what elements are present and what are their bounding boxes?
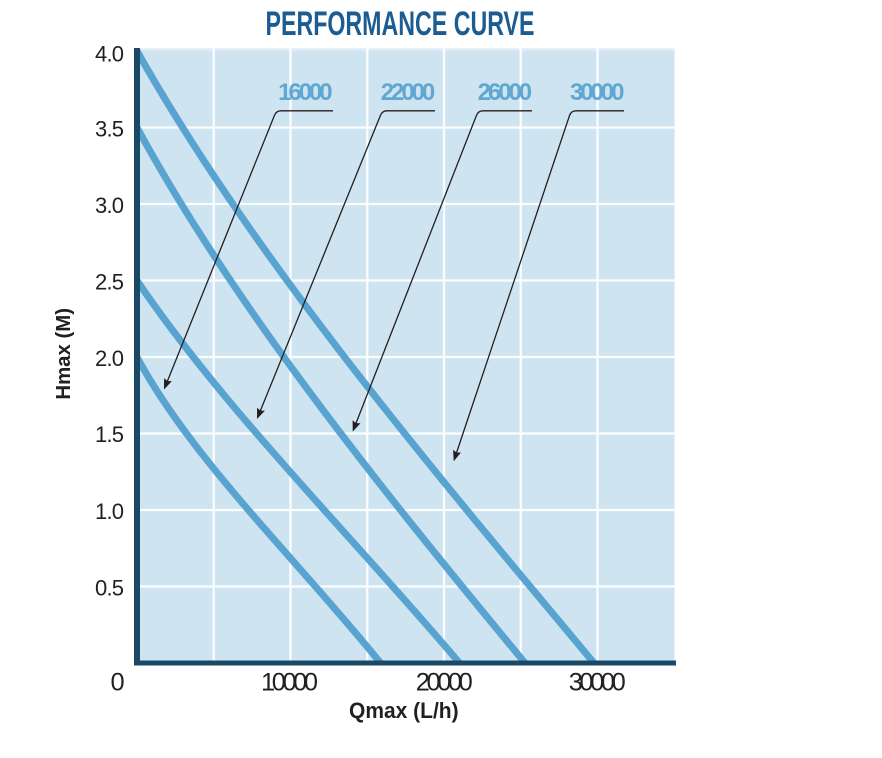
- svg-text:1.5: 1.5: [95, 422, 124, 447]
- svg-text:PERFORMANCE CURVE: PERFORMANCE CURVE: [266, 5, 535, 43]
- svg-text:Hmax (M): Hmax (M): [53, 308, 75, 400]
- svg-text:20000: 20000: [416, 669, 473, 697]
- svg-text:26000: 26000: [478, 79, 533, 106]
- svg-text:16000: 16000: [278, 79, 333, 106]
- svg-text:0.5: 0.5: [95, 576, 124, 601]
- svg-text:Qmax (L/h): Qmax (L/h): [349, 698, 459, 723]
- svg-text:30000: 30000: [570, 79, 625, 106]
- svg-text:10000: 10000: [261, 669, 318, 697]
- svg-text:2.5: 2.5: [95, 270, 124, 295]
- svg-text:4.0: 4.0: [95, 42, 124, 67]
- svg-text:3.0: 3.0: [95, 193, 124, 218]
- svg-text:2.0: 2.0: [95, 346, 124, 371]
- svg-text:0: 0: [110, 669, 124, 697]
- svg-text:22000: 22000: [381, 79, 436, 106]
- svg-text:1.0: 1.0: [95, 499, 124, 524]
- svg-text:3.5: 3.5: [95, 117, 124, 142]
- svg-text:30000: 30000: [569, 669, 626, 697]
